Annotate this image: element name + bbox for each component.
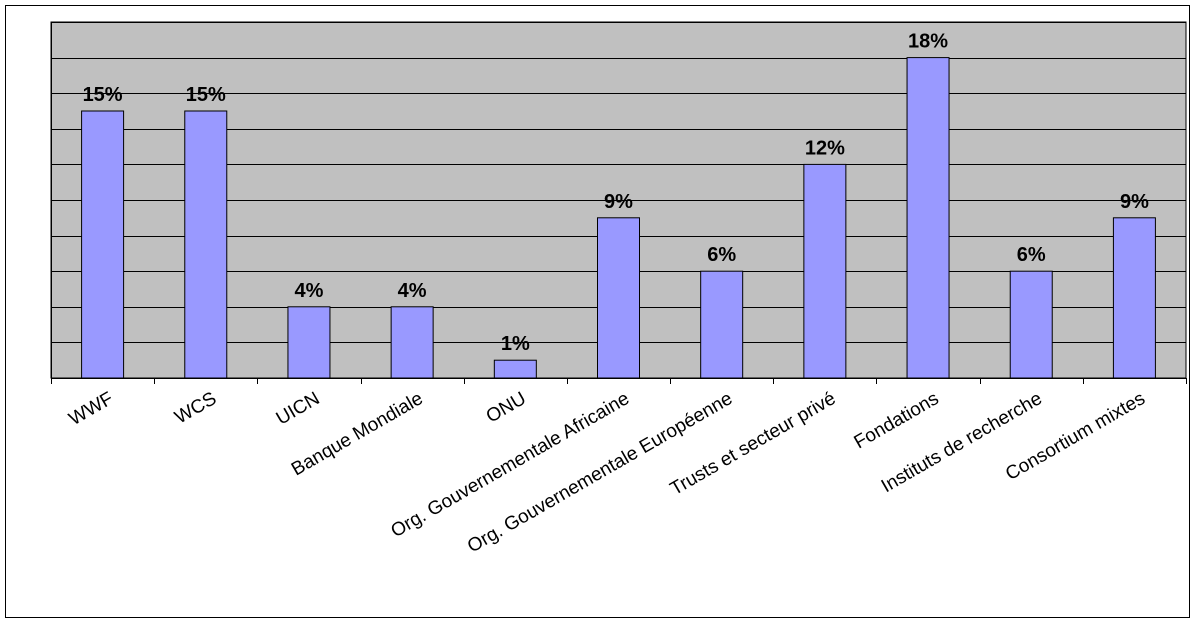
bar-1 xyxy=(81,110,125,379)
data-label: 4% xyxy=(295,280,324,302)
data-labels: 15% 15% 4% 4% 1% 9% 6% 12% 18% 6% 9% xyxy=(83,31,1150,356)
bar-chart: 15% 15%4% 4%1%9%6%12%18%6%9% WWF WCS UICNBan… xyxy=(50,21,1187,557)
bar-4 xyxy=(390,306,434,379)
bar-10 xyxy=(1009,270,1053,379)
category-label: ONU xyxy=(483,388,530,427)
bar-9 xyxy=(906,57,950,379)
bar-11 xyxy=(1112,217,1156,379)
bar-7 xyxy=(700,270,744,379)
category-label: WCS xyxy=(171,388,220,428)
data-label: 15% xyxy=(83,84,123,106)
category-label: Fondations xyxy=(851,388,943,453)
data-label: 9% xyxy=(604,191,633,213)
gridlines xyxy=(51,22,1186,343)
bars xyxy=(81,57,1156,379)
chart-frame: 15% 15% 4% 4% 1% 9% 6% 12% 18% 6% 9% WWF WCS UICN Ban… xyxy=(5,5,1190,618)
bar-2 xyxy=(184,110,228,379)
category-label: UICN xyxy=(273,388,324,429)
data-label: 15% xyxy=(186,84,226,106)
category-label: WWF xyxy=(65,388,117,430)
data-label: 9% xyxy=(1120,191,1149,213)
data-label: 1% xyxy=(501,333,530,355)
data-label: 6% xyxy=(707,244,736,266)
bar-8 xyxy=(803,163,847,379)
bar-5 xyxy=(493,359,537,379)
bar-6 xyxy=(597,217,640,379)
data-label: 6% xyxy=(1017,244,1046,266)
data-label: 18% xyxy=(908,31,948,53)
x-axis-ticks xyxy=(51,378,1187,384)
data-label: 4% xyxy=(398,280,427,302)
bar-3 xyxy=(287,306,331,379)
data-label: 12% xyxy=(805,137,845,159)
category-label: Trusts et secteur privé xyxy=(667,388,840,500)
